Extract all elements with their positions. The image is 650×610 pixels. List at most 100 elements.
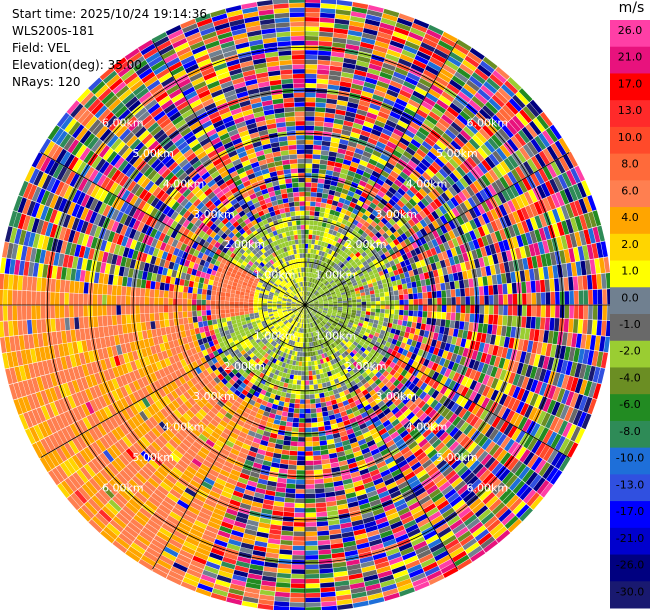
- ppi-plot: 1.00km 1.00km 1.00km 1.00km 2.00km 2.00km 2.00…: [0, 0, 610, 610]
- velocity-gate: [305, 102, 316, 107]
- velocity-gate: [290, 393, 296, 399]
- velocity-gate: [279, 544, 293, 550]
- velocity-gate: [325, 174, 333, 181]
- velocity-gate: [319, 17, 335, 23]
- velocity-gate: [357, 55, 371, 63]
- velocity-gate: [529, 268, 535, 281]
- velocity-gate: [295, 484, 305, 489]
- velocity-gate: [319, 255, 324, 261]
- velocity-gate: [305, 201, 311, 206]
- velocity-gate: [328, 249, 333, 255]
- velocity-gate: [324, 257, 329, 263]
- velocity-gate: [563, 318, 569, 333]
- velocity-gate: [324, 425, 332, 431]
- velocity-gate: [307, 258, 310, 263]
- velocity-gate: [329, 146, 338, 153]
- velocity-gate: [531, 305, 537, 317]
- velocity-gate: [375, 301, 381, 305]
- velocity-gate: [320, 241, 326, 247]
- velocity-gate: [320, 12, 335, 19]
- velocity-gate: [311, 234, 316, 240]
- velocity-gate: [401, 49, 416, 59]
- velocity-gate: [370, 308, 376, 313]
- velocity-gate: [318, 50, 332, 56]
- velocity-gate: [379, 288, 384, 293]
- velocity-gate: [298, 432, 305, 437]
- velocity-gate: [366, 308, 371, 312]
- velocity-gate: [326, 253, 331, 259]
- velocity-gate: [460, 296, 466, 305]
- velocity-gate: [380, 305, 385, 309]
- velocity-gate: [330, 142, 339, 148]
- velocity-gate: [313, 135, 323, 141]
- velocity-gate: [308, 234, 313, 240]
- velocity-gate: [315, 102, 326, 108]
- velocity-gate: [423, 330, 430, 338]
- velocity-gate: [588, 305, 593, 320]
- velocity-gate: [306, 296, 310, 301]
- velocity-gate: [424, 33, 440, 44]
- velocity-gate: [414, 55, 429, 65]
- velocity-gate: [372, 149, 382, 158]
- velocity-gate: [329, 394, 336, 401]
- velocity-gate: [479, 305, 485, 314]
- velocity-gate: [305, 522, 317, 527]
- velocity-gate: [329, 209, 336, 216]
- velocity-gate: [421, 285, 427, 293]
- velocity-gate: [317, 421, 325, 427]
- velocity-gate: [311, 168, 319, 174]
- velocity-gate: [313, 450, 321, 456]
- velocity-gate: [398, 314, 404, 321]
- velocity-gate: [273, 505, 284, 512]
- velocity-gate: [314, 284, 318, 290]
- velocity-gate: [314, 116, 325, 122]
- velocity-gate: [305, 498, 316, 504]
- velocity-gate: [488, 285, 494, 295]
- velocity-gate: [322, 411, 329, 417]
- velocity-gate: [305, 239, 309, 244]
- velocity-gate: [457, 271, 464, 281]
- velocity-gate: [533, 268, 540, 281]
- velocity-gate: [361, 295, 366, 299]
- velocity-gate: [323, 415, 330, 422]
- velocity-gate: [309, 384, 314, 390]
- velocity-gate: [300, 399, 305, 404]
- velocity-gate: [366, 162, 376, 171]
- velocity-gate: [360, 130, 371, 138]
- velocity-gate: [493, 284, 499, 295]
- velocity-gate: [305, 116, 315, 121]
- velocity-gate: [365, 183, 374, 191]
- velocity-gate: [446, 289, 451, 298]
- velocity-gate: [305, 380, 310, 385]
- velocity-gate: [592, 289, 598, 305]
- velocity-gate: [314, 111, 325, 117]
- velocity-gate: [319, 563, 333, 569]
- velocity-gate: [374, 316, 380, 321]
- velocity-gate: [305, 125, 314, 131]
- velocity-gate: [371, 54, 385, 63]
- velocity-gate: [367, 4, 384, 13]
- velocity-gate: [310, 201, 316, 207]
- velocity-gate: [327, 156, 337, 162]
- velocity-gate: [335, 109, 346, 116]
- velocity-gate: [323, 477, 333, 484]
- velocity-gate: [277, 405, 284, 411]
- velocity-gate: [305, 286, 307, 291]
- velocity-gate: [399, 294, 404, 300]
- velocity-gate: [286, 478, 296, 484]
- velocity-gate: [300, 394, 305, 400]
- velocity-gate: [287, 412, 294, 418]
- velocity-gate: [554, 318, 560, 332]
- velocity-gate: [305, 7, 320, 13]
- velocity-gate: [343, 199, 351, 206]
- velocity-gate: [403, 288, 408, 295]
- velocity-gate: [423, 298, 428, 305]
- velocity-gate: [306, 296, 309, 301]
- velocity-gate: [292, 550, 305, 556]
- velocity-gate: [278, 554, 292, 560]
- velocity-gate: [329, 185, 337, 191]
- velocity-gate: [317, 60, 331, 66]
- velocity-gate: [281, 411, 288, 417]
- velocity-gate: [427, 305, 433, 312]
